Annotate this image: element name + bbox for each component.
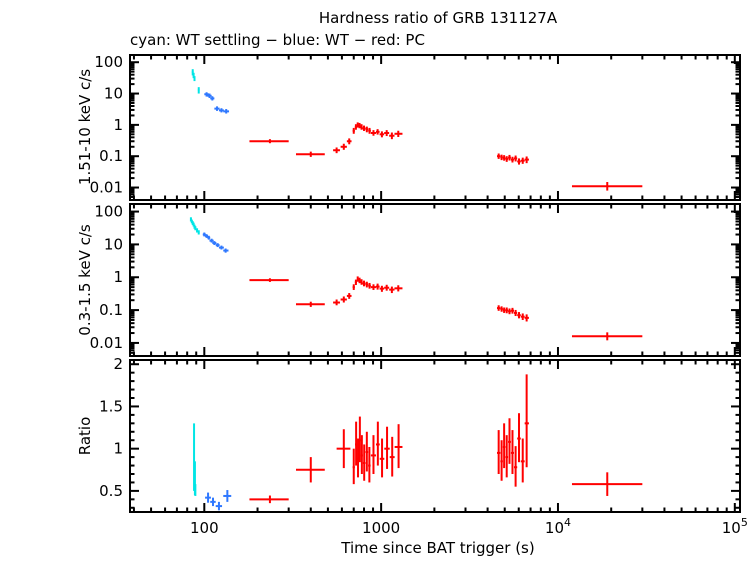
series-wt (202, 232, 229, 253)
ytick-label: 0.1 (99, 301, 123, 319)
panel-2-ytick-labels: 0.5 1 1.5 2 (99, 355, 123, 500)
ytick-label: 1.5 (99, 397, 123, 415)
series-pc (249, 122, 643, 191)
y-axis-label-ratio: Ratio (76, 417, 94, 456)
ytick-label: 0.01 (90, 179, 123, 197)
ytick-label: 2 (113, 355, 123, 373)
chart-legend: cyan: WT settling − blue: WT − red: PC (130, 31, 425, 49)
series-wt (204, 92, 230, 114)
xtick-label: 1000 (362, 519, 400, 537)
panel-1-ticks (130, 204, 740, 356)
panel-1: 100 10 1 0.1 0.01 (90, 203, 741, 357)
y-axis-label-hard-band: 1.51-10 keV c/s (76, 69, 94, 185)
panel-1-ytick-labels: 100 10 1 0.1 0.01 (90, 203, 123, 352)
panel-1-frame (129, 203, 741, 357)
series-wt (205, 490, 232, 511)
xtick-labels: 100 1000 104 105 (190, 516, 748, 537)
panel-2-frame (129, 359, 741, 513)
ytick-label: 1 (113, 440, 123, 458)
panel-1-data (189, 217, 643, 341)
panel-2-ticks (130, 360, 740, 512)
series-wt-settling (189, 217, 200, 235)
panel-0-ytick-labels: 100 10 1 0.1 0.01 (90, 53, 123, 196)
ytick-label: 10 (104, 85, 123, 103)
ytick-label: 10 (104, 235, 123, 253)
ytick-label: 0.01 (90, 334, 123, 352)
panel-0-frame (129, 54, 741, 201)
ytick-label: 1 (113, 268, 123, 286)
series-pc (249, 374, 643, 504)
ytick-label: 0.5 (99, 482, 123, 500)
chart-title: Hardness ratio of GRB 131127A (319, 9, 558, 27)
xtick-label: 100 (190, 519, 219, 537)
series-wt-settling (193, 423, 197, 496)
ytick-label: 0.1 (99, 147, 123, 165)
panel-2-data (193, 374, 643, 511)
series-pc (249, 276, 643, 341)
ytick-label: 1 (113, 116, 123, 134)
series-wt-settling (191, 69, 200, 94)
panel-2: 0.5 1 1.5 2 100 1000 104 105 (99, 355, 748, 537)
ytick-label: 100 (94, 53, 123, 71)
panel-0-ticks (130, 55, 740, 200)
panel-0-data (191, 69, 643, 191)
ytick-label: 100 (94, 203, 123, 221)
xtick-label: 104 (545, 516, 571, 537)
xtick-label: 105 (722, 516, 748, 537)
x-axis-label: Time since BAT trigger (s) (340, 539, 534, 557)
y-axis-label-soft-band: 0.3-1.5 keV c/s (76, 224, 94, 336)
panel-0: 100 10 1 0.1 0.01 (90, 53, 741, 201)
